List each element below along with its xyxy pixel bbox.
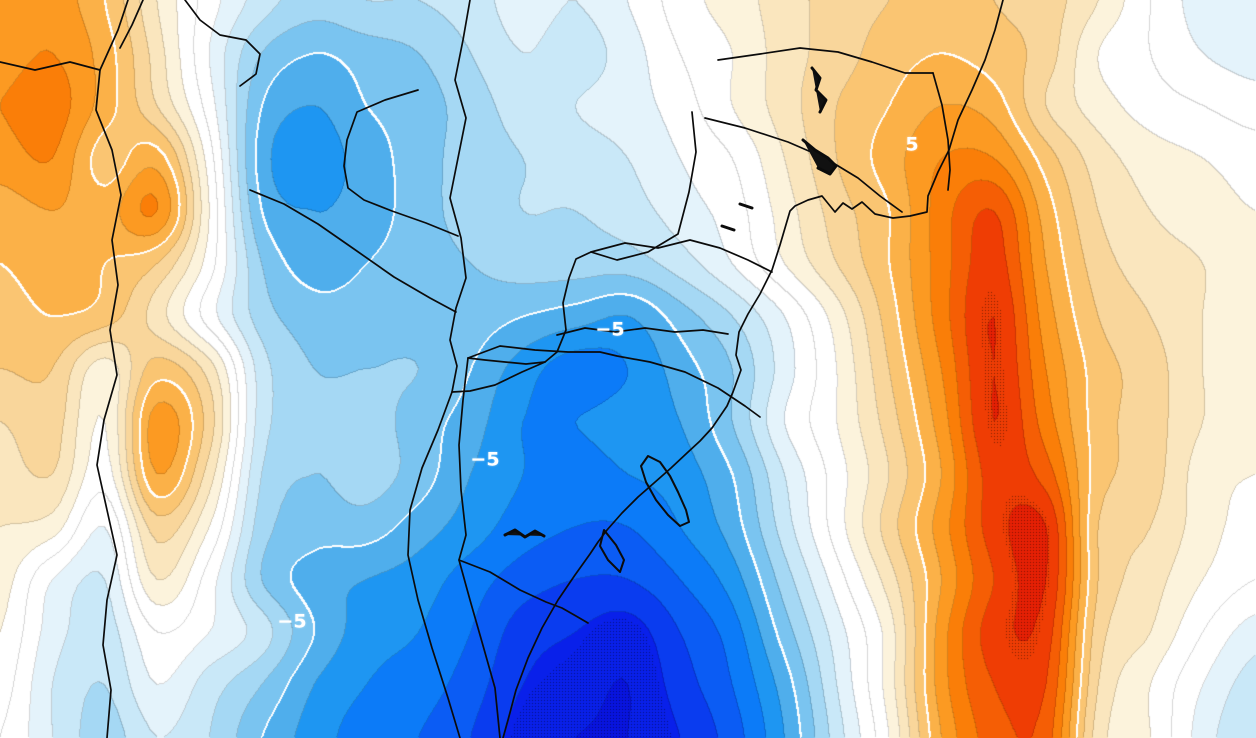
contour-label: 5 (905, 133, 919, 156)
contour-label: −5 (277, 610, 307, 633)
contour-label: −5 (595, 318, 625, 341)
contour-label: −5 (470, 448, 500, 471)
